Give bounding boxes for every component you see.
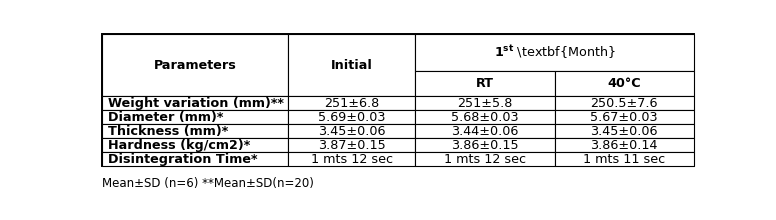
Bar — [555, 152, 694, 166]
Bar — [102, 34, 288, 96]
Bar — [102, 34, 694, 166]
Bar — [102, 96, 288, 110]
Bar — [415, 96, 555, 110]
Text: 1 mts 12 sec: 1 mts 12 sec — [311, 153, 393, 166]
Bar — [555, 110, 694, 124]
Bar — [555, 138, 694, 152]
Text: 250.5±7.6: 250.5±7.6 — [591, 97, 658, 110]
Text: Hardness (kg/cm2)*: Hardness (kg/cm2)* — [108, 139, 250, 152]
Bar — [415, 71, 555, 96]
Text: Diameter (mm)*: Diameter (mm)* — [108, 111, 223, 124]
Text: 3.87±0.15: 3.87±0.15 — [318, 139, 386, 152]
Bar — [288, 96, 415, 110]
Bar — [415, 152, 555, 166]
Text: 1 mts 12 sec: 1 mts 12 sec — [444, 153, 526, 166]
Bar — [288, 124, 415, 138]
Text: 3.86±0.14: 3.86±0.14 — [591, 139, 658, 152]
Bar — [102, 110, 288, 124]
Text: 3.86±0.15: 3.86±0.15 — [451, 139, 519, 152]
Text: Thickness (mm)*: Thickness (mm)* — [108, 125, 228, 138]
Text: 3.44±0.06: 3.44±0.06 — [452, 125, 518, 138]
Bar — [555, 71, 694, 96]
Bar — [288, 152, 415, 166]
Text: 40°C: 40°C — [608, 77, 641, 90]
Text: RT: RT — [476, 77, 494, 90]
Bar — [415, 138, 555, 152]
Bar — [415, 34, 694, 71]
Text: 251±5.8: 251±5.8 — [457, 97, 513, 110]
Text: Parameters: Parameters — [154, 59, 237, 72]
Text: $\mathbf{1^{st}}$ \textbf{Month}: $\mathbf{1^{st}}$ \textbf{Month} — [494, 44, 615, 61]
Text: 3.45±0.06: 3.45±0.06 — [318, 125, 386, 138]
Text: Initial: Initial — [331, 59, 372, 72]
Text: 1 mts 11 sec: 1 mts 11 sec — [583, 153, 665, 166]
Bar — [555, 124, 694, 138]
Bar — [102, 124, 288, 138]
Text: 5.67±0.03: 5.67±0.03 — [591, 111, 658, 124]
Bar — [555, 96, 694, 110]
Bar — [288, 34, 415, 96]
Text: 251±6.8: 251±6.8 — [324, 97, 379, 110]
Text: Weight variation (mm)**: Weight variation (mm)** — [108, 97, 284, 110]
Bar — [288, 138, 415, 152]
Bar — [288, 110, 415, 124]
Text: Mean±SD (n=6) **Mean±SD(n=20): Mean±SD (n=6) **Mean±SD(n=20) — [102, 178, 314, 191]
Text: 5.69±0.03: 5.69±0.03 — [318, 111, 386, 124]
Bar — [102, 138, 288, 152]
Bar — [415, 124, 555, 138]
Bar — [415, 110, 555, 124]
Bar — [102, 152, 288, 166]
Text: 5.68±0.03: 5.68±0.03 — [451, 111, 519, 124]
Text: 3.45±0.06: 3.45±0.06 — [591, 125, 658, 138]
Text: Disintegration Time*: Disintegration Time* — [108, 153, 258, 166]
